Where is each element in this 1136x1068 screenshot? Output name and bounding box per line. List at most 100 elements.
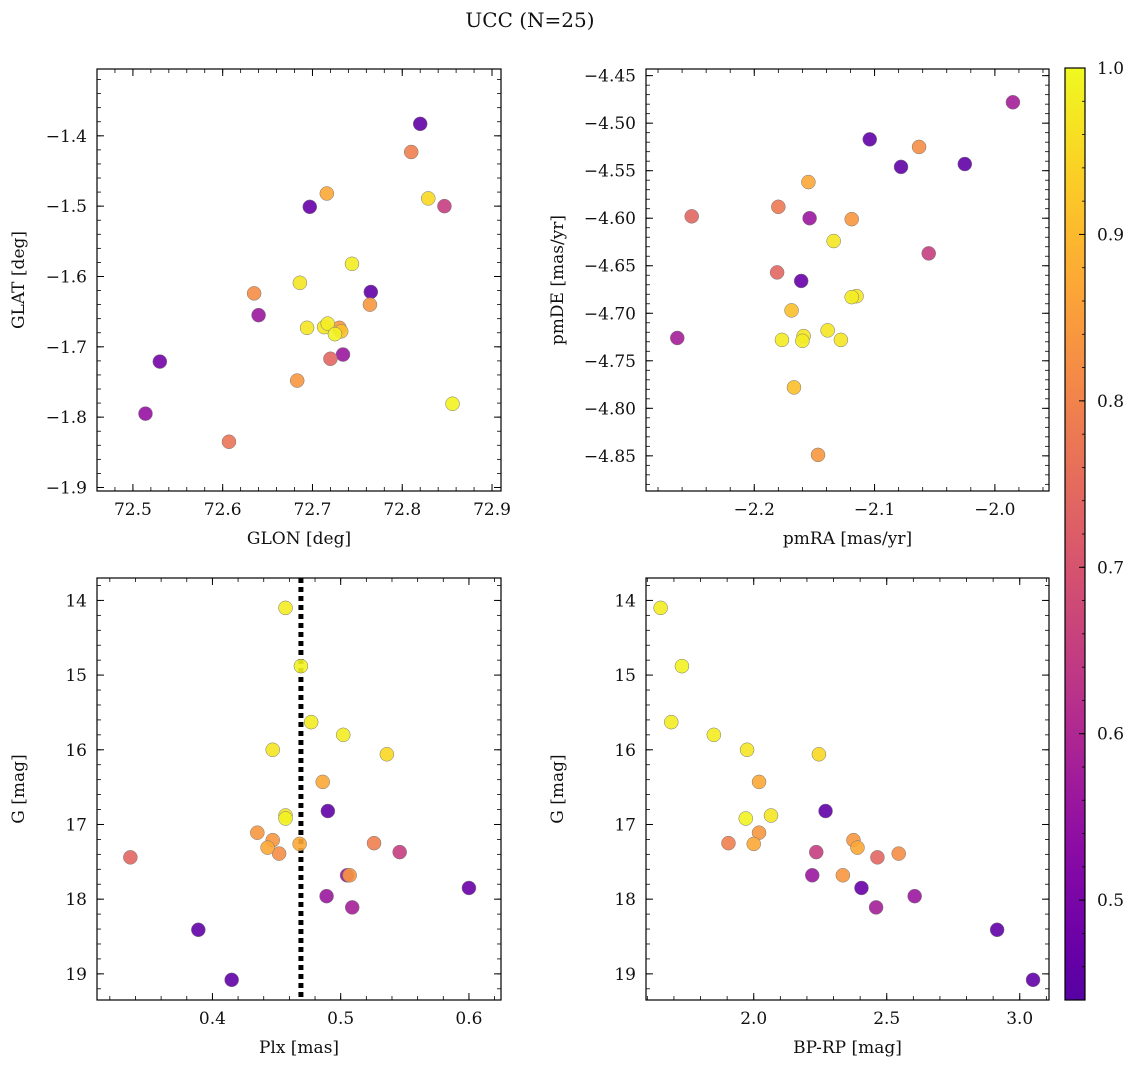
y-tick-label: −1.6 [46, 267, 87, 287]
scatter-point [664, 714, 679, 730]
scatter-point [684, 209, 699, 224]
scatter-point [289, 373, 305, 388]
scatter-point [362, 297, 378, 312]
y-tick-label: −4.80 [584, 399, 636, 419]
scatter-point [221, 434, 237, 450]
scatter-point [278, 811, 293, 826]
y-axis-label: pmDE [mas/yr] [548, 215, 568, 345]
scatter-point [862, 132, 878, 147]
scatter-point [152, 354, 168, 369]
scatter-point [844, 211, 859, 227]
scatter-point [320, 803, 336, 819]
y-tick-label: −4.45 [584, 67, 636, 87]
scatter-point [802, 210, 817, 226]
panel-plx-g: 0.4 0.5 0.6 14 15 16 17 18 19 Plx [mas] G [mag] [9, 577, 502, 1058]
y-tick-label: 19 [65, 965, 87, 985]
scatter-point [278, 600, 293, 616]
scatter-point [342, 868, 357, 883]
scatter-point [870, 850, 885, 865]
colorbar: 0.5 0.6 0.7 0.8 0.9 1.0 [1064, 59, 1124, 1001]
x-tick-label: 2.5 [873, 1009, 900, 1029]
scatter-point [265, 742, 280, 758]
scatter-point [303, 714, 319, 730]
scatter-point [844, 289, 859, 305]
scatter-point [801, 174, 816, 190]
scatter-point [335, 727, 351, 743]
x-tick-label: −2.2 [734, 500, 775, 520]
scatter-point [738, 811, 754, 826]
scatter-point [808, 844, 824, 860]
scatter-point [461, 880, 477, 896]
y-tick-label: −1.7 [46, 338, 87, 358]
scatter-point [893, 159, 909, 175]
y-tick-label: 14 [65, 591, 87, 611]
y-tick-label: −1.5 [46, 197, 87, 217]
scatter-point [818, 803, 833, 819]
panel-bprp-g: 2.0 2.5 3.0 14 15 16 17 18 19 BP-RP [mag] G [mag] [548, 577, 1050, 1058]
colorbar-tick-label: 0.8 [1097, 392, 1124, 412]
scatter-point [271, 846, 287, 861]
scatter-point [739, 742, 755, 758]
scatter-point [805, 868, 820, 883]
x-axis-label: pmRA [mas/yr] [783, 529, 912, 549]
y-tick-label: −4.60 [584, 209, 636, 229]
scatter-point [1025, 972, 1041, 988]
scatter-point [191, 922, 206, 938]
y-tick-label: −4.75 [584, 352, 636, 372]
x-axis-label: Plx [mas] [259, 1038, 339, 1058]
scatter-point [403, 144, 419, 160]
scatter-point [344, 256, 360, 272]
colorbar-tick-label: 0.5 [1097, 891, 1124, 911]
scatter-point [292, 275, 308, 291]
y-tick-label: 16 [614, 741, 636, 761]
x-tick-label: 0.5 [327, 1009, 354, 1029]
scatter-point [771, 199, 786, 215]
scatter-point [810, 447, 826, 463]
scatter-point [335, 347, 351, 362]
scatter-point [751, 774, 767, 790]
scatter-point [299, 320, 315, 336]
y-tick-label: 16 [65, 741, 87, 761]
scatter-point [379, 747, 395, 762]
scatter-point [795, 333, 810, 349]
scatter-point [721, 835, 736, 851]
scatter-point [293, 658, 309, 674]
y-tick-label: −1.8 [46, 408, 87, 428]
scatter-point [319, 186, 335, 201]
scatter-point [224, 972, 239, 988]
y-tick-label: −1.9 [46, 478, 87, 498]
scatter-point [421, 191, 436, 206]
scatter-point [835, 868, 851, 883]
y-tick-label: 15 [65, 666, 87, 686]
scatter-point [911, 139, 927, 155]
x-axis-label: BP-RP [mag] [793, 1038, 902, 1058]
scatter-point [250, 825, 265, 840]
plot-frame [96, 68, 502, 492]
y-tick-label: −4.55 [584, 162, 636, 182]
scatter-point [826, 233, 841, 249]
scatter-point [260, 840, 275, 855]
scatter-point [907, 888, 922, 904]
scatter-point [670, 330, 685, 346]
scatter-point [327, 326, 343, 342]
scatter-point [786, 380, 802, 395]
panel-glon-glat: 72.5 72.6 72.7 72.8 72.9 −1.9 −1.8 −1.7 −1.6 −1.5… [9, 68, 511, 549]
x-tick-label: 72.8 [383, 500, 421, 520]
plot-frame [645, 577, 1050, 1001]
x-tick-label: 0.6 [455, 1009, 482, 1029]
scatter-point [138, 406, 153, 421]
scatter-point [1005, 95, 1021, 110]
y-tick-label: 15 [614, 666, 636, 686]
colorbar-tick-label: 0.7 [1097, 558, 1124, 578]
x-axis-label: GLON [deg] [247, 529, 351, 549]
panel-pmra-pmde: −2.2 −2.1 −2.0 −4.85 −4.80 −4.75 −4.70 −4.65 −4.… [548, 67, 1050, 549]
plot-frame [645, 68, 1050, 492]
y-tick-label: 18 [614, 890, 636, 910]
x-tick-label: 72.9 [473, 500, 511, 520]
y-tick-label: 17 [614, 815, 636, 835]
scatter-point [850, 840, 865, 855]
y-tick-label: 18 [65, 890, 87, 910]
scatter-point [123, 850, 138, 865]
x-tick-label: 72.5 [114, 500, 152, 520]
scatter-point [793, 273, 809, 289]
